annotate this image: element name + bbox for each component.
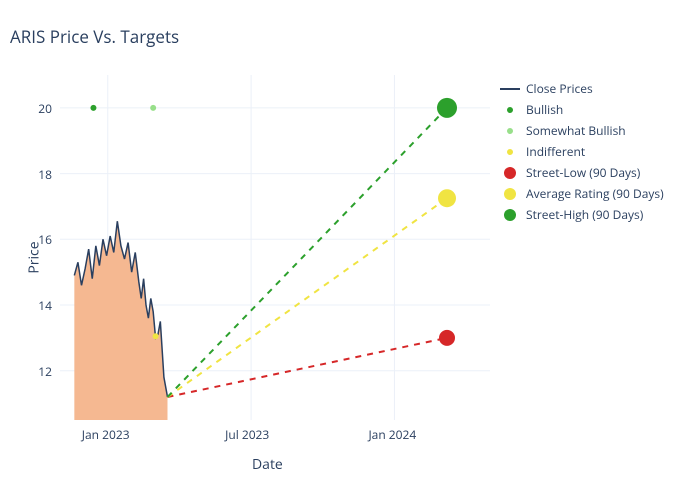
street_high-marker: [437, 98, 457, 118]
legend-item[interactable]: Bullish: [500, 101, 664, 118]
legend-label: Street-Low (90 Days): [526, 164, 640, 181]
y-tick-label: 14: [38, 297, 52, 314]
legend-swatch: [500, 149, 520, 155]
legend-label: Bullish: [526, 101, 563, 118]
legend-swatch: [500, 209, 520, 221]
legend-item[interactable]: Close Prices: [500, 80, 664, 97]
legend-swatch: [500, 188, 520, 200]
somewhat-bullish-point: [150, 105, 156, 111]
legend-item[interactable]: Street-Low (90 Days): [500, 164, 664, 181]
chart-plot: [0, 0, 700, 500]
legend-label: Somewhat Bullish: [526, 122, 626, 139]
legend-swatch: [500, 88, 520, 90]
legend-swatch: [500, 107, 520, 113]
bullish-point: [90, 105, 96, 111]
legend-label: Close Prices: [526, 80, 593, 97]
legend-swatch: [500, 167, 520, 179]
y-tick-label: 16: [38, 231, 52, 248]
x-tick-label: Jan 2024: [368, 426, 416, 443]
legend-item[interactable]: Indifferent: [500, 143, 664, 160]
street_low-marker: [439, 330, 455, 346]
legend-swatch: [500, 128, 520, 134]
x-tick-label: Jul 2023: [225, 426, 269, 443]
legend-item[interactable]: Average Rating (90 Days): [500, 185, 664, 202]
legend-label: Average Rating (90 Days): [526, 185, 664, 202]
y-tick-label: 20: [38, 100, 52, 117]
y-tick-label: 12: [38, 363, 52, 380]
average_rating-line: [168, 198, 448, 397]
legend: Close Prices Bullish Somewhat Bullish Indif…: [500, 80, 664, 227]
x-tick-label: Jan 2023: [82, 426, 130, 443]
street_high-line: [168, 108, 448, 397]
average_rating-marker: [438, 189, 456, 207]
legend-label: Street-High (90 Days): [526, 206, 643, 223]
legend-label: Indifferent: [526, 143, 585, 160]
indifferent-point: [153, 333, 159, 339]
y-tick-label: 18: [38, 166, 52, 183]
legend-item[interactable]: Street-High (90 Days): [500, 206, 664, 223]
legend-item[interactable]: Somewhat Bullish: [500, 122, 664, 139]
